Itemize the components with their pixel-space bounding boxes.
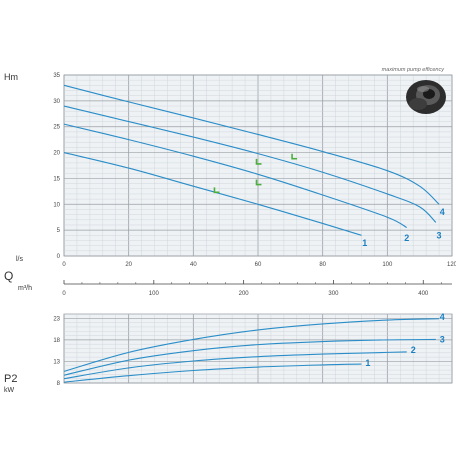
power-grid xyxy=(63,313,453,384)
x-axis-unit-m3h: m³/h xyxy=(18,285,32,292)
efficiency-marker-4 xyxy=(291,153,298,160)
x-tick-label: 120 xyxy=(447,262,456,268)
power-y-tick-label: 8 xyxy=(57,381,61,387)
power-curve-label-4: 4 xyxy=(440,312,445,322)
y-tick-label: 30 xyxy=(53,99,60,105)
pump-impeller-icon xyxy=(406,80,446,114)
y-axis-title-power: P2 xyxy=(4,373,17,385)
head-curve-1 xyxy=(63,152,362,236)
efficiency-note: maximum pump efficency xyxy=(382,67,446,73)
power-y-tick-label: 13 xyxy=(53,359,60,365)
head-curve-3 xyxy=(63,105,437,223)
efficiency-marker-3 xyxy=(255,158,262,165)
y-axis-unit-kw: kW xyxy=(4,387,15,394)
head-curve-2 xyxy=(63,123,408,229)
power-curve-label-2: 2 xyxy=(411,345,416,355)
head-curve-label-1: 1 xyxy=(362,238,367,248)
y-tick-label: 15 xyxy=(53,176,60,182)
y-tick-label: 25 xyxy=(53,125,60,131)
power-curve-2 xyxy=(63,351,407,380)
efficiency-marker-2 xyxy=(255,179,262,186)
m3h-tick-labels: 0 100 200 300 400 xyxy=(62,280,442,297)
head-flow-curves xyxy=(63,84,440,236)
x-axis-unit-ls: l/s xyxy=(16,256,24,263)
power-curve-labels: 1 2 3 4 xyxy=(365,312,444,368)
power-curve-label-1: 1 xyxy=(365,358,370,368)
head-curve-label-3: 3 xyxy=(437,230,442,240)
head-flow-curve-labels: 1 2 3 4 xyxy=(362,207,445,248)
x-tick-label: 40 xyxy=(190,262,197,268)
power-curve-label-3: 3 xyxy=(440,334,445,344)
flow-m3h-axis: 0 100 200 300 400 xyxy=(62,280,452,297)
x-tick-label: 60 xyxy=(255,262,262,268)
power-tick-labels: 8 13 18 23 xyxy=(53,316,60,387)
m3h-tick-label: 400 xyxy=(418,291,429,297)
m3h-tick-label: 100 xyxy=(149,291,160,297)
x-tick-label: 0 xyxy=(62,262,66,268)
power-curve-4 xyxy=(63,318,440,372)
y-tick-label: 0 xyxy=(57,254,61,260)
y-tick-label: 35 xyxy=(53,73,60,79)
head-flow-chart: 0 5 10 15 20 25 30 35 0 20 40 60 80 100 120 1 2 3 4 xyxy=(53,73,456,268)
efficiency-markers xyxy=(213,153,298,194)
y-tick-label: 20 xyxy=(53,151,60,157)
power-curve-3 xyxy=(63,338,436,376)
power-curves xyxy=(63,318,440,383)
power-curve-1 xyxy=(63,363,362,383)
head-flow-tick-labels: 0 5 10 15 20 25 30 35 0 20 40 60 80 100 120 xyxy=(53,73,456,268)
y-tick-label: 5 xyxy=(57,228,61,234)
head-flow-grid xyxy=(63,74,453,257)
efficiency-marker-1 xyxy=(213,187,220,194)
power-y-tick-label: 23 xyxy=(53,316,60,322)
y-axis-title-head: Hm xyxy=(4,72,18,82)
power-y-tick-label: 18 xyxy=(53,338,60,344)
y-tick-label: 10 xyxy=(53,202,60,208)
x-tick-label: 100 xyxy=(382,262,393,268)
m3h-tick-label: 300 xyxy=(328,291,339,297)
head-curve-label-2: 2 xyxy=(404,233,409,243)
m3h-tick-label: 200 xyxy=(239,291,250,297)
head-curve-4 xyxy=(63,84,440,205)
x-tick-label: 80 xyxy=(319,262,326,268)
x-axis-title-q: Q xyxy=(4,269,13,283)
x-tick-label: 20 xyxy=(125,262,132,268)
head-curve-label-4: 4 xyxy=(440,207,445,217)
m3h-tick-label: 0 xyxy=(62,291,66,297)
